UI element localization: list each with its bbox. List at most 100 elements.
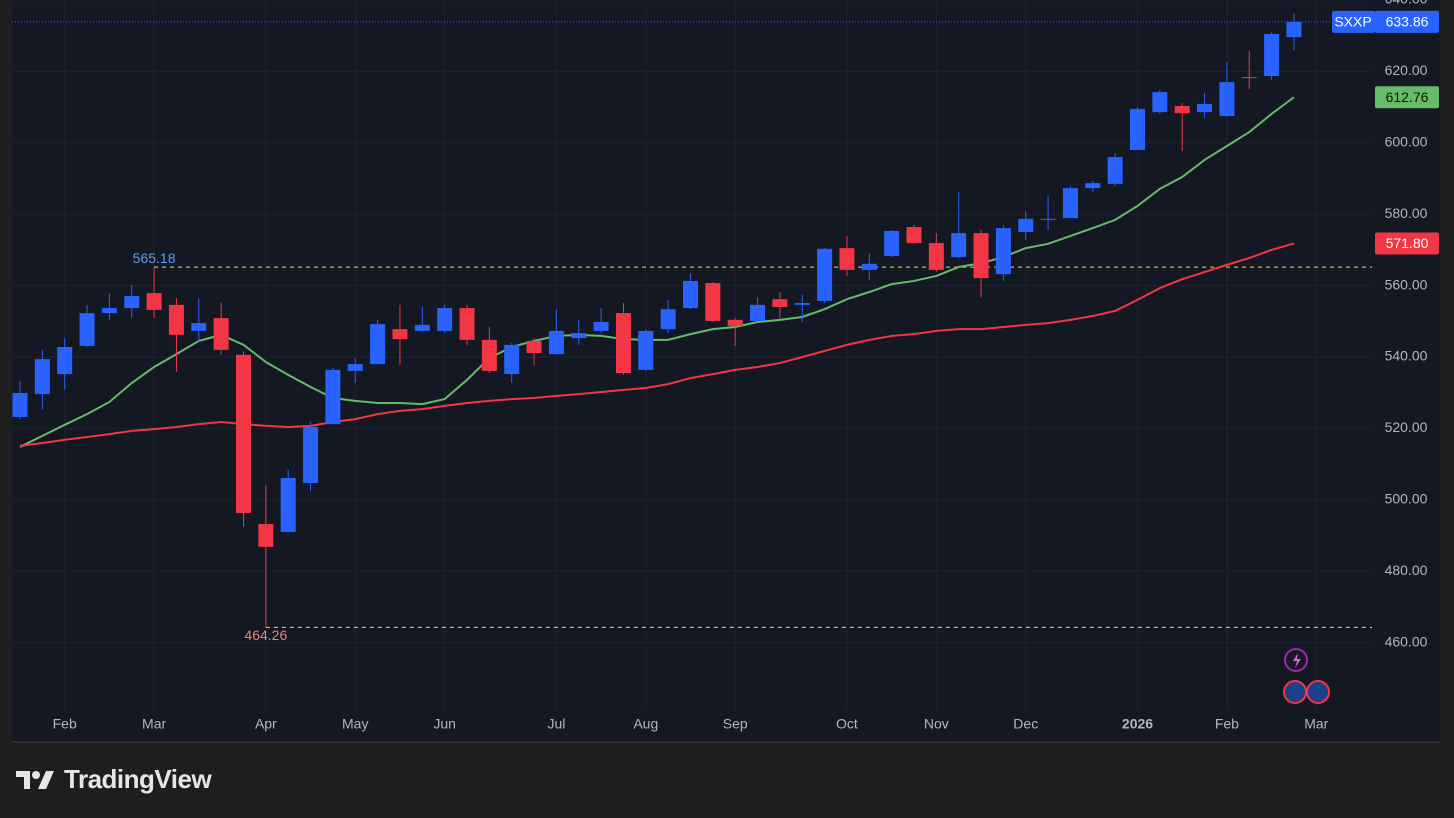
y-tick-label: 600.00 [1385, 133, 1428, 149]
x-tick-label: Aug [633, 716, 658, 732]
candle-body [392, 329, 408, 340]
brand-logo [16, 770, 54, 789]
candle-body [1152, 92, 1168, 113]
event-icon[interactable] [1306, 680, 1330, 704]
x-tick-label: Mar [1304, 716, 1328, 732]
candle-body [1197, 103, 1213, 113]
candle-body [236, 354, 251, 513]
symbol-tag: SXXP [1334, 14, 1371, 30]
candle-body [906, 227, 922, 244]
candle-body [370, 324, 386, 365]
candle-body [1174, 106, 1190, 114]
y-tick-label: 560.00 [1385, 276, 1428, 292]
candle-body [146, 293, 162, 310]
symbol-tag-bg [1332, 10, 1375, 33]
extreme-label: 464.26 [244, 627, 287, 643]
candle-body [750, 304, 766, 321]
candle-body [951, 233, 967, 258]
candle-body [1040, 218, 1056, 220]
x-tick-label: Jun [433, 716, 456, 732]
candle-body [1107, 157, 1123, 184]
ma-tag: 571.80 [1386, 235, 1429, 251]
candle-body [101, 308, 117, 314]
extreme-label: 565.18 [133, 250, 176, 266]
y-tick-label: 520.00 [1385, 419, 1428, 435]
candle-body [660, 309, 676, 330]
candle-body [481, 339, 497, 371]
x-tick-label: Sep [723, 716, 748, 732]
candle-body [34, 359, 50, 395]
candle-body [772, 299, 788, 308]
x-tick-label: Feb [1215, 716, 1239, 732]
candle-body [638, 330, 654, 370]
candle-body [1130, 108, 1145, 150]
chart: 460.00 480.00 500.00 520.00 540.00 560.00 580.… [12, 0, 1440, 743]
candle-body [168, 304, 184, 335]
moving-average-line [19, 242, 1295, 447]
event-icon[interactable] [1283, 680, 1307, 704]
brand-name: TradingView [64, 764, 212, 794]
candle-body [124, 295, 140, 309]
candle-body [861, 263, 877, 270]
y-tick-label: 580.00 [1385, 205, 1428, 221]
candle-body [593, 322, 609, 331]
candle-body [794, 303, 810, 305]
candle-body [79, 313, 95, 346]
candle-body [303, 426, 319, 484]
y-tick-label: 540.00 [1385, 348, 1428, 364]
candle-body [683, 280, 698, 309]
y-tick-label: 500.00 [1385, 490, 1428, 506]
moving-average-line [19, 96, 1295, 448]
candle-body [504, 344, 520, 375]
x-tick-label: Oct [836, 716, 858, 732]
candle-body [1018, 218, 1034, 233]
candle-body [325, 369, 341, 425]
x-tick-label: Mar [142, 716, 166, 732]
candle-body [884, 230, 900, 256]
candle-body [1286, 21, 1302, 38]
candle-body [928, 243, 944, 270]
candle-body [526, 340, 542, 354]
candle-body [213, 318, 229, 350]
candle-body [548, 330, 564, 355]
ma-tag-bg [1375, 86, 1439, 109]
candle-body [615, 313, 631, 374]
y-tick-label: 460.00 [1385, 633, 1428, 649]
candle-body [258, 524, 274, 547]
ma-tag-bg [1375, 232, 1439, 255]
candle-body [347, 364, 363, 371]
brand: TradingView [16, 764, 212, 795]
y-tick-label: 620.00 [1385, 62, 1428, 78]
candle-body [1085, 183, 1101, 189]
candle-body [817, 248, 833, 301]
icon-bolt [1293, 653, 1301, 668]
candle-body [705, 283, 721, 321]
candle-body [191, 323, 207, 331]
candle-body [1241, 77, 1257, 79]
x-tick-label: Nov [924, 716, 949, 732]
candle-body [280, 478, 296, 532]
x-tick-label: Feb [53, 716, 77, 732]
x-tick-label: Jul [547, 716, 565, 732]
x-tick-label: Dec [1013, 716, 1038, 732]
price-tag: 633.86 [1386, 14, 1429, 30]
candle-body [459, 308, 475, 340]
price-tag-bg [1375, 10, 1439, 33]
x-tick-label: May [342, 716, 368, 732]
candle-body [727, 319, 743, 326]
y-tick-label: 480.00 [1385, 562, 1428, 578]
candle-body [1264, 33, 1280, 77]
event-icons [1283, 648, 1330, 704]
ma-tag: 612.76 [1386, 89, 1429, 105]
candle-body [437, 308, 453, 331]
candle-body [995, 228, 1011, 275]
y-tick-label: 640.00 [1385, 0, 1428, 7]
candle-body [414, 324, 430, 331]
candle-body [839, 248, 855, 270]
x-tick-label: 2026 [1122, 716, 1153, 732]
candle-body [1219, 82, 1235, 117]
candle-body [973, 233, 989, 279]
candle-body [12, 393, 28, 417]
x-tick-label: Apr [255, 716, 277, 732]
candle-body [571, 333, 587, 339]
